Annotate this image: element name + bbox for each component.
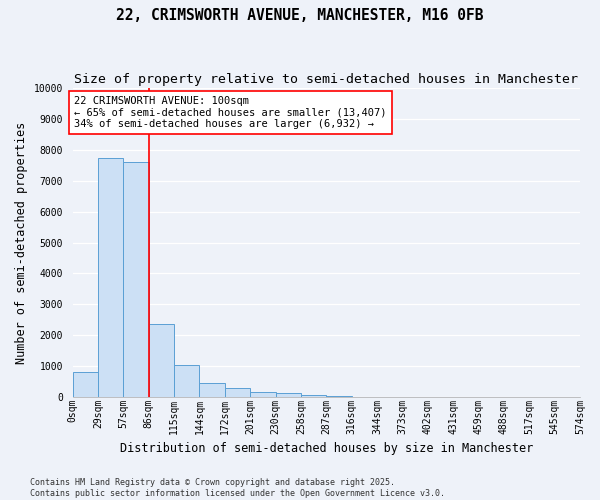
Bar	[98, 158, 124, 397]
X-axis label: Distribution of semi-detached houses by size in Manchester: Distribution of semi-detached houses by …	[120, 442, 533, 455]
Bar	[149, 324, 174, 397]
Bar	[250, 392, 275, 397]
Text: Contains HM Land Registry data © Crown copyright and database right 2025.
Contai: Contains HM Land Registry data © Crown c…	[30, 478, 445, 498]
Bar	[225, 388, 250, 397]
Title: Size of property relative to semi-detached houses in Manchester: Size of property relative to semi-detach…	[74, 72, 578, 86]
Bar	[73, 372, 98, 397]
Bar	[199, 384, 225, 397]
Y-axis label: Number of semi-detached properties: Number of semi-detached properties	[15, 122, 28, 364]
Text: 22 CRIMSWORTH AVENUE: 100sqm
← 65% of semi-detached houses are smaller (13,407)
: 22 CRIMSWORTH AVENUE: 100sqm ← 65% of se…	[74, 96, 386, 129]
Bar	[174, 365, 199, 397]
Bar	[275, 394, 301, 397]
Bar	[326, 396, 352, 397]
Text: 22, CRIMSWORTH AVENUE, MANCHESTER, M16 0FB: 22, CRIMSWORTH AVENUE, MANCHESTER, M16 0…	[116, 8, 484, 22]
Bar	[301, 395, 326, 397]
Bar	[124, 162, 149, 397]
